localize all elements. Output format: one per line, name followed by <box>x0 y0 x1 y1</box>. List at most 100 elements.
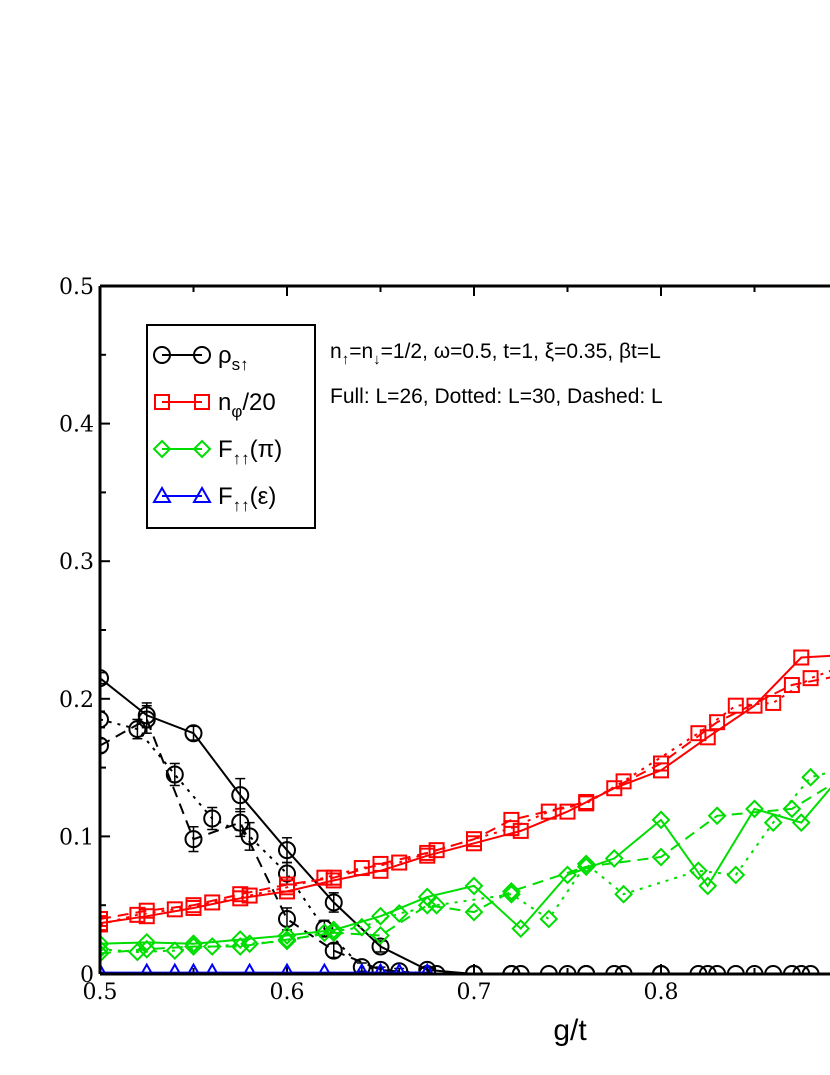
data-point <box>417 895 437 915</box>
data-point <box>745 799 764 819</box>
x-tick-label: 0.6 <box>270 980 305 1005</box>
data-point <box>651 847 671 867</box>
data-point <box>371 906 390 926</box>
x-tick-label: 0.8 <box>644 980 679 1005</box>
data-point <box>501 884 521 904</box>
data-point <box>129 906 146 923</box>
data-point <box>698 876 718 896</box>
data-point <box>355 962 369 974</box>
data-point <box>100 910 108 927</box>
series-line <box>100 771 830 954</box>
data-point <box>100 710 109 729</box>
data-point <box>576 857 596 877</box>
data-point <box>428 842 445 859</box>
legend-label: nφ/20 <box>218 389 276 421</box>
data-point <box>782 799 802 819</box>
data-point <box>277 930 297 950</box>
data-point <box>315 919 334 938</box>
data-point <box>184 830 203 849</box>
data-point <box>726 865 746 885</box>
data-point <box>186 962 201 974</box>
data-point <box>764 965 783 974</box>
data-point <box>389 904 409 923</box>
legend-box <box>146 324 316 529</box>
data-point <box>280 962 294 974</box>
series-circle-solid <box>100 669 830 974</box>
data-point <box>559 803 576 820</box>
data-point <box>184 937 203 956</box>
legend-marker <box>194 394 210 410</box>
data-point <box>464 876 484 896</box>
data-point <box>184 934 203 954</box>
data-point <box>783 677 800 694</box>
legend-entry: F↑↑(ε) <box>152 483 276 515</box>
data-point <box>578 794 595 810</box>
y-tick-label: 0.1 <box>59 825 94 850</box>
series-diamond-dashed <box>100 784 830 963</box>
data-point <box>501 882 521 901</box>
data-point <box>465 965 483 974</box>
data-point <box>765 694 782 711</box>
data-point <box>699 729 716 746</box>
legend-label: F↑↑(π) <box>218 436 282 468</box>
x-tick-label: 0.7 <box>457 980 492 1005</box>
data-point <box>165 765 184 784</box>
data-point <box>763 813 783 833</box>
y-tick-label: 0.4 <box>59 413 94 438</box>
data-point <box>325 869 342 886</box>
data-point <box>371 960 390 974</box>
data-point <box>205 962 219 974</box>
data-point <box>576 854 596 874</box>
annotation: n↑=n↓=1/2, ω=0.5, t=1, ξ=0.35, βt=L Full:… <box>330 340 663 408</box>
data-point <box>371 926 390 945</box>
data-point <box>240 934 260 954</box>
data-point <box>502 965 521 974</box>
y-tick-label: 0.5 <box>59 275 94 300</box>
data-point <box>279 876 295 893</box>
data-point <box>417 887 437 907</box>
legend: ρs↑ nφ/20 F↑↑(π) F↑↑(ε) <box>146 324 316 529</box>
data-point <box>427 965 446 974</box>
data-point <box>373 962 388 974</box>
data-point <box>652 965 670 974</box>
data-point <box>709 714 726 731</box>
data-point <box>100 669 109 688</box>
data-point <box>317 962 331 974</box>
data-point <box>558 965 577 974</box>
data-point <box>503 811 520 828</box>
data-point <box>324 893 343 912</box>
data-point <box>184 724 203 743</box>
data-point <box>801 767 821 787</box>
data-point <box>653 755 669 772</box>
y-tick-label: 0.3 <box>59 550 94 575</box>
y-tick-label: 0.2 <box>59 688 94 713</box>
data-point <box>230 937 250 956</box>
data-point <box>688 861 708 881</box>
data-point <box>231 813 250 832</box>
data-point <box>708 965 727 974</box>
data-point <box>230 930 250 950</box>
data-point <box>241 887 258 904</box>
data-point <box>726 965 745 974</box>
data-point <box>793 649 810 666</box>
data-point <box>203 809 222 828</box>
data-point <box>539 965 558 974</box>
data-point <box>615 773 632 790</box>
legend-marker <box>152 485 172 503</box>
data-point <box>698 965 717 974</box>
legend-label: ρs↑ <box>218 342 249 374</box>
legend-marker <box>192 485 212 503</box>
data-point <box>707 806 727 826</box>
data-point <box>503 820 520 837</box>
data-point <box>100 962 107 974</box>
data-point <box>511 965 530 974</box>
data-point <box>137 710 156 729</box>
legend-marker <box>152 439 172 459</box>
series-line <box>100 784 830 955</box>
data-point <box>277 926 297 945</box>
data-point <box>243 962 257 974</box>
data-point <box>464 902 484 922</box>
data-point <box>418 960 437 974</box>
data-point <box>391 854 408 871</box>
